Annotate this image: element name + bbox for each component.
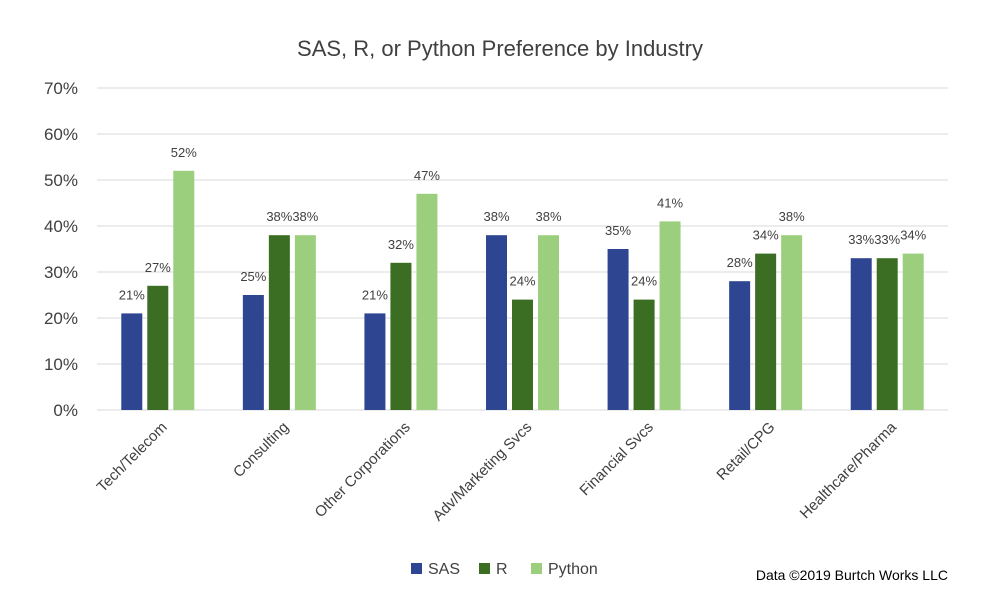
bar-sas [242, 295, 264, 410]
data-label: 38% [266, 209, 292, 224]
data-label: 38% [483, 209, 509, 224]
data-label: 27% [145, 260, 171, 275]
bars [121, 170, 924, 410]
bar-r [147, 285, 169, 410]
x-category-label: Retail/CPG [713, 419, 778, 484]
bar-sas [729, 281, 751, 410]
bar-r [755, 253, 777, 410]
data-label: 24% [509, 274, 535, 289]
data-label: 21% [362, 287, 388, 302]
bar-sas [364, 313, 386, 410]
data-credit: Data ©2019 Burtch Works LLC [756, 567, 948, 583]
data-label: 38% [292, 209, 318, 224]
data-label: 28% [727, 255, 753, 270]
legend-label-r: R [496, 561, 508, 578]
y-tick-label: 70% [44, 79, 78, 98]
bar-python [294, 235, 316, 410]
data-label: 24% [631, 274, 657, 289]
bar-python [538, 235, 559, 410]
y-axis-ticks: 0% 10% 20% 30% 40% 50% 60% 70% [44, 79, 78, 420]
legend-label-sas: SAS [428, 561, 460, 578]
data-label: 52% [171, 145, 197, 160]
bar-sas [850, 258, 872, 410]
x-category-label: Consulting [230, 419, 292, 481]
data-label: 32% [388, 237, 414, 252]
data-label: 33% [848, 232, 874, 247]
data-label: 38% [779, 209, 805, 224]
chart-title: SAS, R, or Python Preference by Industry [297, 36, 703, 61]
bar-r [633, 299, 655, 410]
data-label: 47% [414, 168, 440, 183]
bar-r [876, 258, 898, 410]
bar-r [390, 262, 412, 410]
legend-swatch-r [479, 563, 490, 574]
y-tick-label: 10% [44, 355, 78, 374]
data-label: 41% [657, 195, 683, 210]
data-labels: 21%27%52%25%38% 38%21%32%47%38%24%38%35%2… [119, 145, 927, 303]
data-label: 34% [900, 228, 926, 243]
y-tick-label: 0% [53, 401, 78, 420]
x-category-label: Healthcare/Pharma [797, 418, 901, 522]
bar-python [416, 193, 438, 410]
legend: SAS R Python [411, 561, 598, 578]
data-label: 25% [240, 269, 266, 284]
bar-python [659, 221, 681, 410]
data-label: 21% [119, 287, 145, 302]
data-label: 38% [535, 209, 561, 224]
bar-r [512, 299, 533, 410]
x-category-label: Other Corporations [312, 419, 414, 521]
bar-python [781, 235, 803, 410]
bar-sas [486, 235, 507, 410]
legend-swatch-sas [411, 563, 422, 574]
x-category-label: Adv/Marketing Svcs [430, 419, 536, 525]
y-tick-label: 40% [44, 217, 78, 236]
legend-label-python: Python [548, 561, 598, 578]
y-tick-label: 50% [44, 171, 78, 190]
bar-python [173, 170, 195, 410]
y-tick-label: 30% [44, 263, 78, 282]
bar-sas [607, 249, 629, 410]
data-label: 35% [605, 223, 631, 238]
data-label: 34% [753, 228, 779, 243]
legend-swatch-python [531, 563, 542, 574]
x-category-label: Financial Svcs [576, 419, 656, 499]
y-tick-label: 60% [44, 125, 78, 144]
x-axis-categories: Tech/Telecom Consulting Other Corporations… [94, 418, 901, 524]
data-label: 33% [874, 232, 900, 247]
y-tick-label: 20% [44, 309, 78, 328]
bar-r [268, 235, 290, 410]
x-category-label: Tech/Telecom [94, 419, 171, 496]
bar-python [902, 253, 924, 410]
bar-sas [121, 313, 143, 410]
